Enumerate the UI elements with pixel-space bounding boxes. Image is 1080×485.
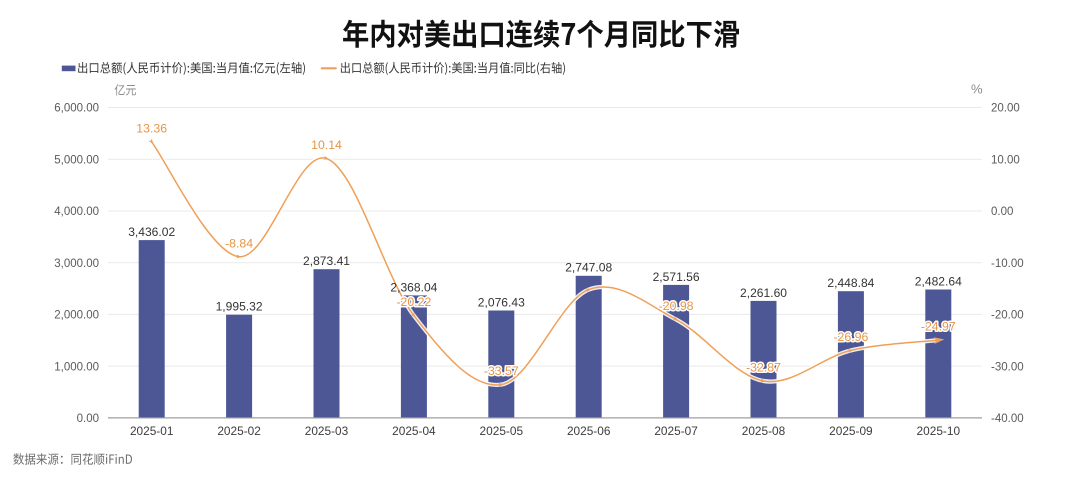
svg-text:2025-10: 2025-10: [917, 424, 961, 438]
svg-text:-24.97: -24.97: [921, 320, 956, 334]
svg-text:2,261.60: 2,261.60: [740, 286, 787, 300]
svg-text:0.00: 0.00: [991, 206, 1013, 218]
svg-text:-20.00: -20.00: [991, 310, 1024, 322]
svg-text:2025-04: 2025-04: [392, 424, 436, 438]
svg-text:-8.84: -8.84: [225, 236, 253, 250]
svg-text:2,000.00: 2,000.00: [54, 310, 99, 322]
svg-text:1,995.32: 1,995.32: [216, 300, 263, 314]
svg-text:2025-05: 2025-05: [480, 424, 524, 438]
svg-text:-26.96: -26.96: [833, 330, 868, 344]
svg-text:3,436.02: 3,436.02: [128, 225, 175, 239]
svg-text:-20.98: -20.98: [659, 299, 694, 313]
svg-text:2,571.56: 2,571.56: [653, 270, 700, 284]
svg-text:5,000.00: 5,000.00: [54, 154, 99, 166]
svg-text:-20.22: -20.22: [396, 295, 431, 309]
svg-text:2,747.08: 2,747.08: [565, 261, 612, 275]
svg-text:2,076.43: 2,076.43: [478, 295, 525, 309]
svg-text:2025-06: 2025-06: [567, 424, 611, 438]
svg-text:0.00: 0.00: [77, 413, 99, 425]
svg-text:13.36: 13.36: [136, 122, 167, 136]
svg-text:%: %: [971, 82, 983, 97]
svg-text:2,448.84: 2,448.84: [827, 276, 874, 290]
svg-text:2,368.04: 2,368.04: [390, 280, 437, 294]
svg-text:6,000.00: 6,000.00: [54, 103, 99, 115]
svg-text:-10.00: -10.00: [991, 258, 1024, 270]
svg-text:20.00: 20.00: [991, 103, 1020, 115]
svg-text:-30.00: -30.00: [991, 361, 1024, 373]
svg-text:2025-02: 2025-02: [217, 424, 261, 438]
svg-text:10.14: 10.14: [311, 138, 342, 152]
svg-text:-33.57: -33.57: [484, 364, 519, 378]
svg-text:2025-09: 2025-09: [829, 424, 873, 438]
svg-text:1,000.00: 1,000.00: [54, 361, 99, 373]
svg-text:2,873.41: 2,873.41: [303, 254, 350, 268]
svg-text:-32.87: -32.87: [746, 361, 781, 375]
svg-text:10.00: 10.00: [991, 154, 1020, 166]
svg-text:2025-03: 2025-03: [305, 424, 349, 438]
svg-text:3,000.00: 3,000.00: [54, 258, 99, 270]
svg-text:2025-08: 2025-08: [742, 424, 786, 438]
svg-text:-40.00: -40.00: [991, 413, 1024, 425]
svg-text:2,482.64: 2,482.64: [915, 274, 962, 288]
svg-text:2025-01: 2025-01: [130, 424, 174, 438]
svg-text:2025-07: 2025-07: [654, 424, 698, 438]
svg-text:4,000.00: 4,000.00: [54, 206, 99, 218]
